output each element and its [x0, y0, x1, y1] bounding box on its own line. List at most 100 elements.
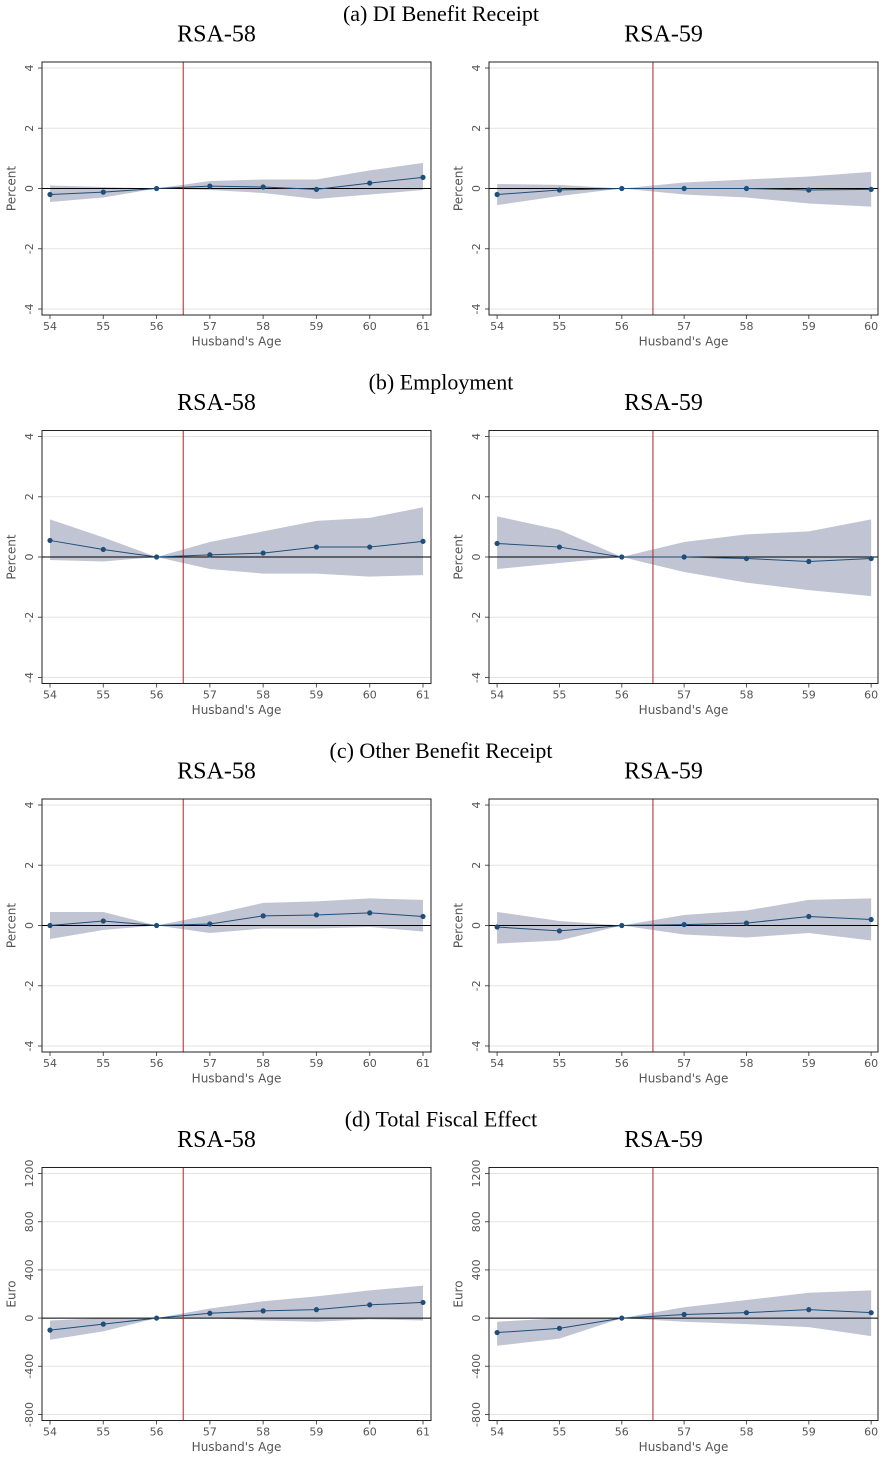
y-tick-label: -2 — [470, 980, 483, 991]
y-tick-label: -2 — [23, 243, 36, 254]
y-axis-label: Percent — [452, 166, 466, 211]
y-tick-label: 0 — [23, 185, 36, 192]
y-axis-label: Percent — [5, 903, 19, 948]
y-tick-label: 0 — [23, 554, 36, 561]
x-tick-label: 58 — [256, 320, 270, 333]
point — [420, 1299, 426, 1306]
x-tick-label: 56 — [150, 1057, 164, 1070]
chart-title: RSA-59 — [624, 1127, 703, 1153]
x-tick-label: 55 — [96, 1057, 110, 1070]
point — [556, 544, 563, 550]
point — [367, 1302, 373, 1308]
point — [619, 185, 625, 192]
point — [806, 913, 812, 920]
x-axis-label: Husband's Age — [639, 1072, 729, 1086]
x-tick-label: 54 — [43, 320, 57, 333]
y-tick-label: 0 — [470, 922, 483, 929]
confidence-band — [497, 898, 872, 944]
x-tick-label: 55 — [96, 1426, 110, 1439]
y-tick-label: 2 — [23, 862, 36, 869]
plot-frame — [488, 798, 879, 1053]
x-tick-label: 59 — [802, 1426, 816, 1439]
x-tick-label: 57 — [677, 320, 691, 333]
y-tick-label: 2 — [470, 125, 483, 132]
point — [420, 913, 426, 920]
plot-frame — [488, 61, 879, 316]
y-tick-label: 0 — [470, 1315, 483, 1322]
point — [743, 920, 750, 926]
point — [100, 546, 106, 553]
point — [494, 924, 500, 930]
y-axis-label: Euro — [5, 1280, 19, 1307]
point — [260, 550, 266, 556]
plot-frame — [488, 1167, 879, 1421]
point — [47, 537, 53, 544]
x-tick-label: 58 — [256, 1426, 270, 1439]
y-tick-label: 4 — [470, 433, 483, 440]
panel-title: (d) Total Fiscal Effect — [345, 1107, 538, 1132]
x-tick-label: 54 — [490, 1057, 504, 1070]
point — [207, 1310, 213, 1316]
point — [868, 916, 874, 923]
x-tick-label: 54 — [43, 1426, 57, 1439]
point — [494, 540, 500, 547]
x-tick-label: 56 — [150, 689, 164, 702]
point — [313, 1307, 320, 1313]
x-tick-label: 54 — [490, 1426, 504, 1439]
point — [153, 922, 160, 929]
chart-title: RSA-59 — [624, 22, 703, 48]
x-tick-label: 56 — [615, 689, 629, 702]
point — [806, 187, 812, 193]
x-tick-label: 55 — [96, 320, 110, 333]
y-axis-label: Percent — [5, 534, 19, 579]
y-tick-label: -4 — [470, 303, 483, 314]
panel-title: (c) Other Benefit Receipt — [330, 738, 553, 763]
plot-frame — [41, 430, 432, 684]
point — [681, 921, 687, 928]
x-tick-label: 54 — [43, 689, 57, 702]
x-tick-label: 60 — [363, 1426, 377, 1439]
x-tick-label: 61 — [416, 1426, 430, 1439]
point — [681, 1311, 687, 1318]
chart-title: RSA-58 — [177, 390, 256, 416]
x-tick-label: 58 — [256, 689, 270, 702]
x-tick-label: 55 — [552, 1057, 566, 1070]
x-tick-label: 61 — [416, 320, 430, 333]
x-tick-label: 56 — [150, 320, 164, 333]
x-tick-label: 57 — [203, 1426, 217, 1439]
point — [100, 189, 106, 195]
point — [556, 187, 563, 193]
point — [367, 544, 373, 550]
y-tick-label: 2 — [23, 125, 36, 132]
y-tick-label: 800 — [470, 1211, 483, 1232]
y-tick-label: -2 — [23, 612, 36, 623]
point — [260, 184, 266, 190]
point — [681, 185, 687, 192]
point — [420, 538, 426, 544]
x-tick-label: 56 — [150, 1426, 164, 1439]
point — [367, 180, 373, 186]
point — [743, 555, 750, 562]
x-axis-label: Husband's Age — [192, 703, 282, 717]
point — [100, 1321, 106, 1327]
x-axis-label: Husband's Age — [192, 1440, 282, 1454]
x-tick-label: 57 — [677, 689, 691, 702]
estimate-line — [49, 912, 424, 927]
chart-title: RSA-58 — [177, 22, 256, 48]
point — [313, 186, 320, 193]
x-tick-label: 59 — [309, 1057, 323, 1070]
panel-title: (a) DI Benefit Receipt — [343, 1, 539, 26]
y-tick-label: 4 — [470, 802, 483, 809]
point — [556, 1325, 563, 1331]
point — [868, 1310, 874, 1316]
point — [47, 922, 53, 929]
x-tick-label: 60 — [363, 689, 377, 702]
point — [868, 186, 874, 193]
point — [806, 1307, 812, 1313]
y-tick-label: 4 — [470, 65, 483, 72]
x-tick-label: 56 — [615, 1057, 629, 1070]
point — [260, 1308, 266, 1314]
y-tick-label: -4 — [23, 303, 36, 314]
y-tick-label: 2 — [470, 493, 483, 500]
point — [556, 928, 563, 934]
